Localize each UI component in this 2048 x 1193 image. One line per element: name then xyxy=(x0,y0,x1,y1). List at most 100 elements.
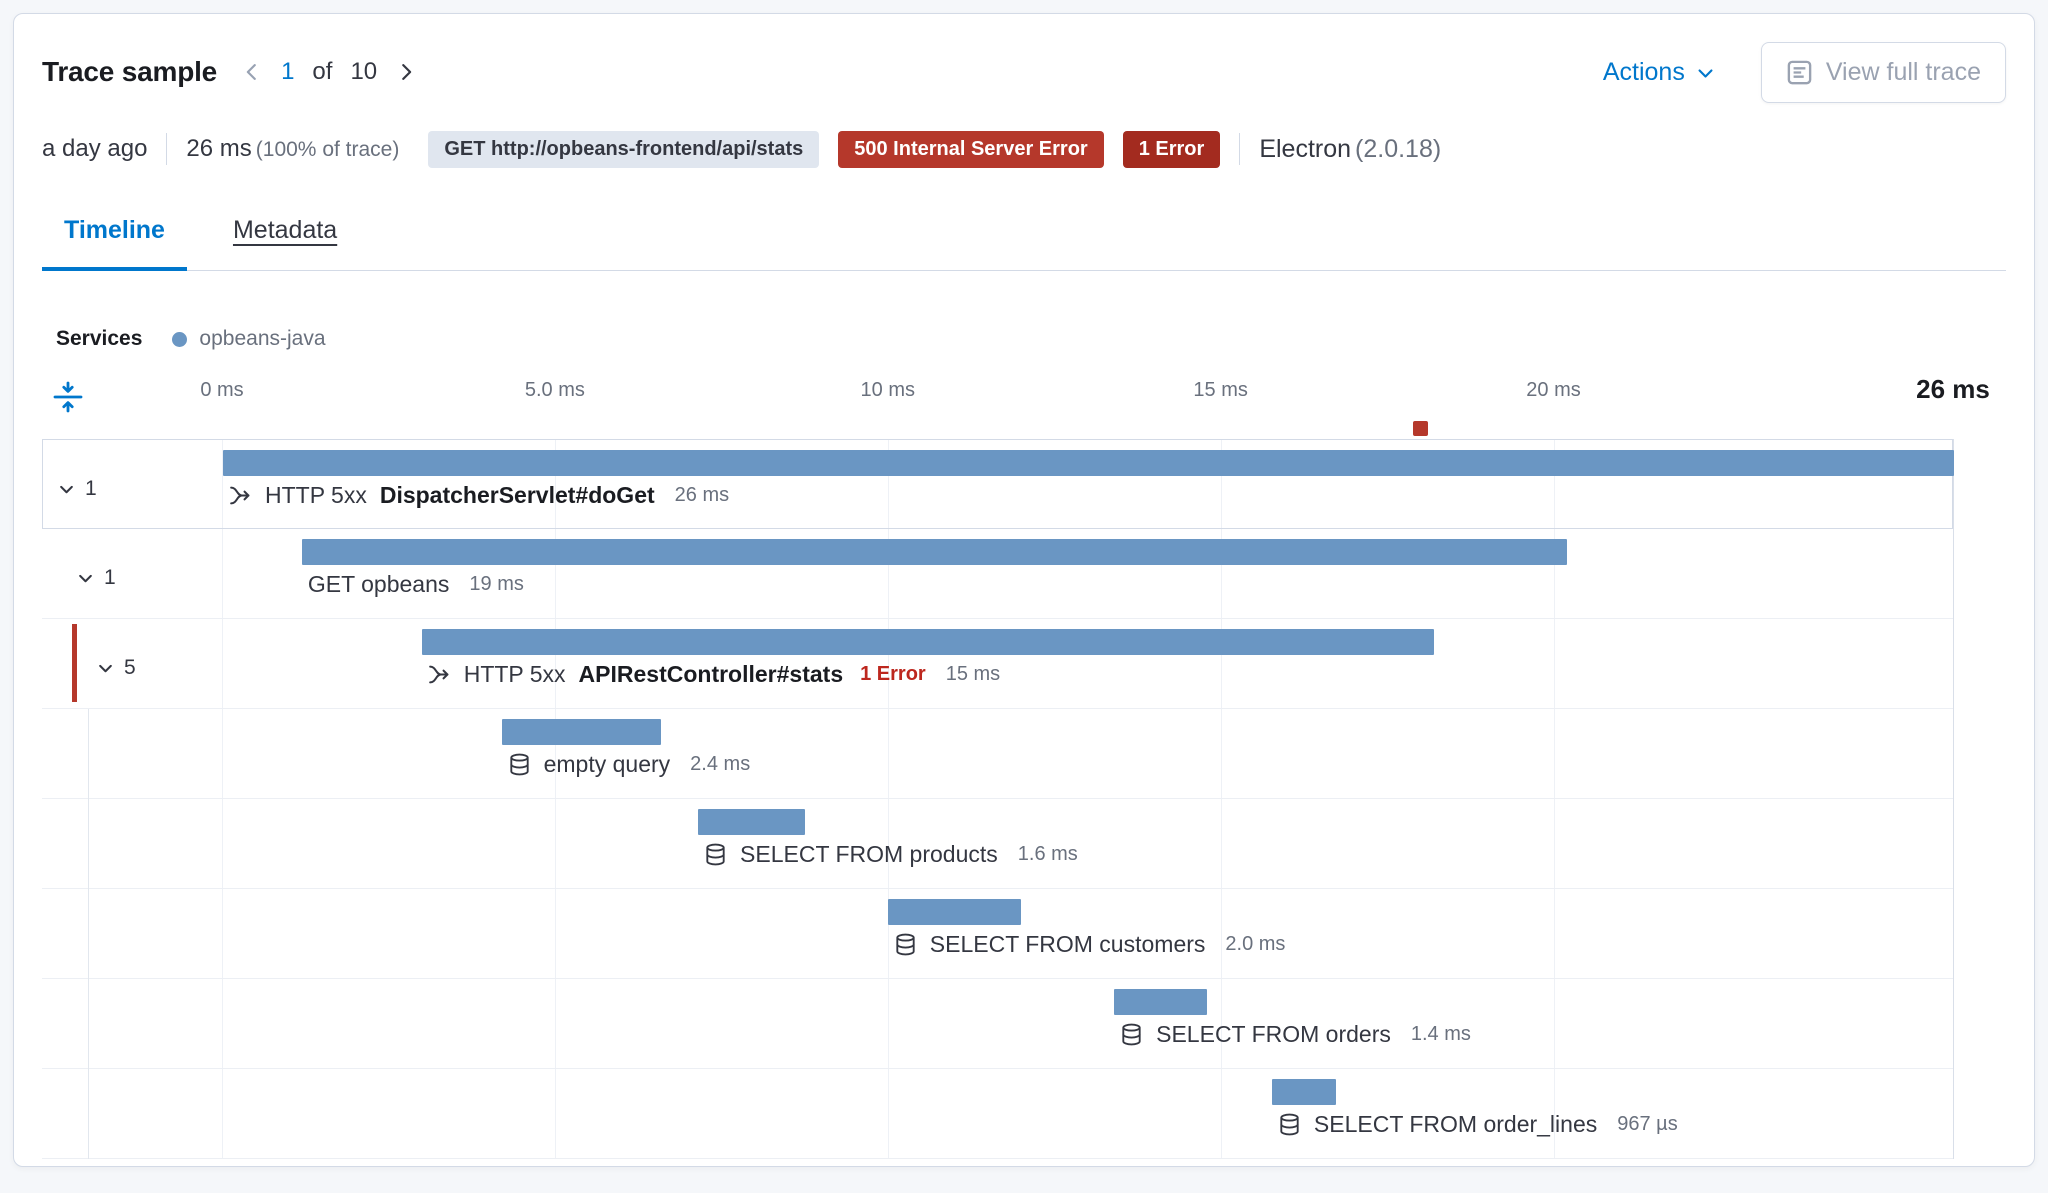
database-icon xyxy=(1120,1023,1143,1046)
gridline xyxy=(554,439,556,1159)
pagination-of-label: of xyxy=(312,58,333,85)
axis-tick-label: 15 ms xyxy=(1193,379,1248,401)
axis-tick-label: 5.0 ms xyxy=(524,379,585,401)
database-icon xyxy=(704,843,727,866)
chevron-down-icon xyxy=(1698,69,1713,78)
next-trace-button[interactable] xyxy=(395,61,417,83)
waterfall-item[interactable]: 1 HTTP 5xx DispatcherServlet#doGet 26 ms xyxy=(42,439,1954,529)
services-legend: Services opbeans-java xyxy=(42,321,2006,357)
waterfall-item[interactable]: SELECT FROM orders 1.4 ms xyxy=(42,979,1953,1069)
item-duration: 26 ms xyxy=(674,484,730,506)
http-status-badge: 500 Internal Server Error xyxy=(838,130,1104,168)
item-prefix: HTTP 5xx xyxy=(463,661,566,687)
view-full-trace-button[interactable]: View full trace xyxy=(1760,41,2006,103)
database-icon xyxy=(1278,1113,1301,1136)
actions-menu-button[interactable]: Actions xyxy=(1603,58,1715,87)
item-error-count: 1 Error xyxy=(860,663,926,685)
waterfall-item[interactable]: SELECT FROM order_lines 967 µs xyxy=(42,1069,1953,1159)
item-prefix: HTTP 5xx xyxy=(265,482,367,508)
chevron-left-icon xyxy=(246,64,256,80)
item-label: HTTP 5xx APIRestController#stats 1 Error 15… xyxy=(428,661,1000,688)
database-icon xyxy=(894,933,917,956)
service-name: opbeans-java xyxy=(199,327,326,350)
pagination-total-pages: 10 xyxy=(350,58,378,85)
item-name: SELECT FROM products xyxy=(740,841,998,867)
legend-item-opbeans-java: opbeans-java xyxy=(172,327,326,351)
agent-name: Electron xyxy=(1259,134,1352,163)
item-duration: 15 ms xyxy=(945,663,1001,685)
item-label: GET opbeans 19 ms xyxy=(308,571,524,598)
item-duration: 1.4 ms xyxy=(1410,1023,1471,1045)
item-name: APIRestController#stats xyxy=(578,661,844,687)
waterfall-item[interactable]: empty query 2.4 ms xyxy=(42,709,1953,799)
merge-icon xyxy=(428,663,451,686)
item-label: SELECT FROM orders 1.4 ms xyxy=(1120,1021,1471,1048)
indent-guide-line xyxy=(88,709,89,1159)
previous-trace-button[interactable] xyxy=(241,61,263,83)
waterfall-item[interactable]: 1 GET opbeans 19 ms xyxy=(42,529,1953,619)
accordion-toggle[interactable]: 1 xyxy=(76,566,116,590)
trace-summary: a day ago 26 ms (100% of trace) GET http:… xyxy=(42,126,2006,172)
agent-info: Electron (2.0.18) xyxy=(1259,135,1441,164)
item-label: SELECT FROM products 1.6 ms xyxy=(704,841,1078,868)
duration-bar[interactable] xyxy=(887,899,1021,925)
chevron-down-icon xyxy=(79,574,92,582)
fold-icon xyxy=(53,381,83,413)
fold-timeline-button[interactable] xyxy=(52,381,84,413)
axis-end-label: 26 ms xyxy=(1916,374,1990,404)
error-count-badge[interactable]: 1 Error xyxy=(1122,130,1221,168)
item-name: DispatcherServlet#doGet xyxy=(379,482,655,508)
gridline xyxy=(1553,439,1555,1159)
duration-bar[interactable] xyxy=(223,450,1954,476)
accordion-toggle[interactable]: 5 xyxy=(96,656,136,680)
item-duration: 1.6 ms xyxy=(1017,843,1078,865)
gridline xyxy=(222,439,223,1159)
duration-bar[interactable] xyxy=(421,629,1434,655)
chevron-down-icon xyxy=(99,664,112,672)
timeline-waterfall-chart: 0 ms 5.0 ms 10 ms 15 ms 20 ms 26 ms 1 HTTP 5xx… xyxy=(42,365,2006,1159)
waterfall-item[interactable]: SELECT FROM customers 2.0 ms xyxy=(42,889,1953,979)
http-url-badge[interactable]: GET http://opbeans-frontend/api/stats xyxy=(428,130,820,168)
database-icon xyxy=(508,753,531,776)
duration-bar[interactable] xyxy=(301,539,1567,565)
chevron-right-icon xyxy=(402,64,412,80)
item-label: SELECT FROM order_lines 967 µs xyxy=(1278,1111,1678,1138)
time-axis: 0 ms 5.0 ms 10 ms 15 ms 20 ms 26 ms xyxy=(42,365,1990,439)
gridline xyxy=(1220,439,1222,1159)
merge-icon xyxy=(229,484,252,507)
duration-bar[interactable] xyxy=(698,809,805,835)
trace-timestamp: a day ago xyxy=(42,135,148,162)
axis-tick-label: 10 ms xyxy=(860,379,915,401)
error-marker[interactable] xyxy=(1413,421,1429,436)
item-duration: 2.4 ms xyxy=(690,753,751,775)
waterfall-item[interactable]: 5 HTTP 5xx APIRestController#stats 1 Error 1… xyxy=(42,619,1953,709)
accordion-toggle[interactable]: 1 xyxy=(57,477,97,501)
item-duration: 967 µs xyxy=(1617,1113,1678,1135)
duration-bar[interactable] xyxy=(1271,1079,1337,1105)
child-count: 1 xyxy=(104,566,116,589)
duration-bar[interactable] xyxy=(501,719,662,745)
axis-tick-label: 0 ms xyxy=(200,379,244,401)
tab-metadata[interactable]: Metadata xyxy=(232,216,338,244)
vertical-divider xyxy=(166,133,168,165)
duration-bar[interactable] xyxy=(1114,989,1208,1015)
trace-tabs: Timeline Metadata xyxy=(42,216,2006,271)
waterfall-item[interactable]: SELECT FROM products 1.6 ms xyxy=(42,799,1953,889)
trace-duration: 26 ms (100% of trace) xyxy=(186,135,400,162)
trace-duration-percent: (100% of trace) xyxy=(255,138,400,161)
item-label: HTTP 5xx DispatcherServlet#doGet 26 ms xyxy=(229,482,729,509)
page-title: Trace sample xyxy=(42,56,218,87)
trace-document-icon xyxy=(1787,60,1812,84)
trace-sample-header: Trace sample 1 of 10 Actions View full t… xyxy=(42,41,2006,103)
item-duration: 19 ms xyxy=(469,573,524,595)
pagination-current-page[interactable]: 1 xyxy=(281,58,295,85)
item-name: SELECT FROM orders xyxy=(1156,1021,1391,1047)
item-label: empty query 2.4 ms xyxy=(508,751,751,778)
trace-pagination: 1 of 10 xyxy=(241,58,417,86)
error-indicator-strip xyxy=(72,624,77,702)
header-actions-group: Actions View full trace xyxy=(1603,41,2006,103)
waterfall-rows: 1 HTTP 5xx DispatcherServlet#doGet 26 ms 1 GE… xyxy=(42,439,1954,1159)
services-label: Services xyxy=(56,327,143,350)
item-name: SELECT FROM order_lines xyxy=(1313,1111,1598,1137)
tab-timeline[interactable]: Timeline xyxy=(42,216,187,271)
